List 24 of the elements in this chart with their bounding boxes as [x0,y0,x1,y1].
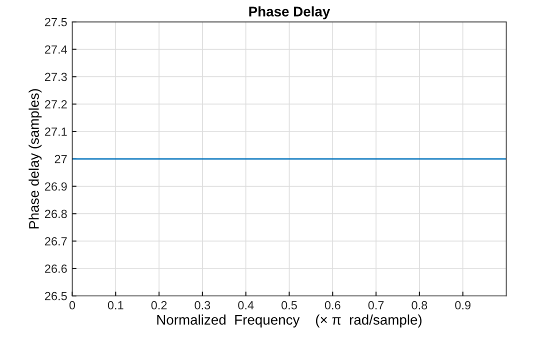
y-tick-label: 27.2 [45,100,67,108]
x-tick-label: 0.2 [151,301,167,310]
x-tick-label: 0.6 [324,301,340,310]
y-tick-label: 27.5 [45,18,67,26]
y-tick-label: 26.5 [45,292,67,300]
chart-title: Phase Delay [249,6,330,20]
x-tick-label: 0.1 [108,301,124,310]
y-axis-title: Phase delay (samples) [28,89,42,228]
y-tick-label: 26.8 [45,210,67,218]
x-tick-label: 0.3 [194,301,210,310]
y-tick-label: 26.6 [45,264,67,273]
x-tick-label: 0.8 [412,301,428,310]
y-tick-label: 26.9 [45,182,67,191]
y-tick-label: 27.3 [45,72,67,82]
y-tick-label: 27.4 [45,45,68,54]
y-tick-label: 27.1 [45,128,67,136]
y-tick-label: 26.7 [45,237,67,246]
x-axis-title: Normalized Frequency (× π rad/sample) [157,314,422,328]
x-tick-label: 0.5 [281,301,297,310]
x-tick-label: 0.4 [238,301,254,310]
x-tick-label: 0.9 [455,301,470,310]
x-tick-label: 0 [69,301,76,310]
y-tick-label: 27 [54,154,67,164]
x-tick-label: 0.7 [368,301,384,310]
